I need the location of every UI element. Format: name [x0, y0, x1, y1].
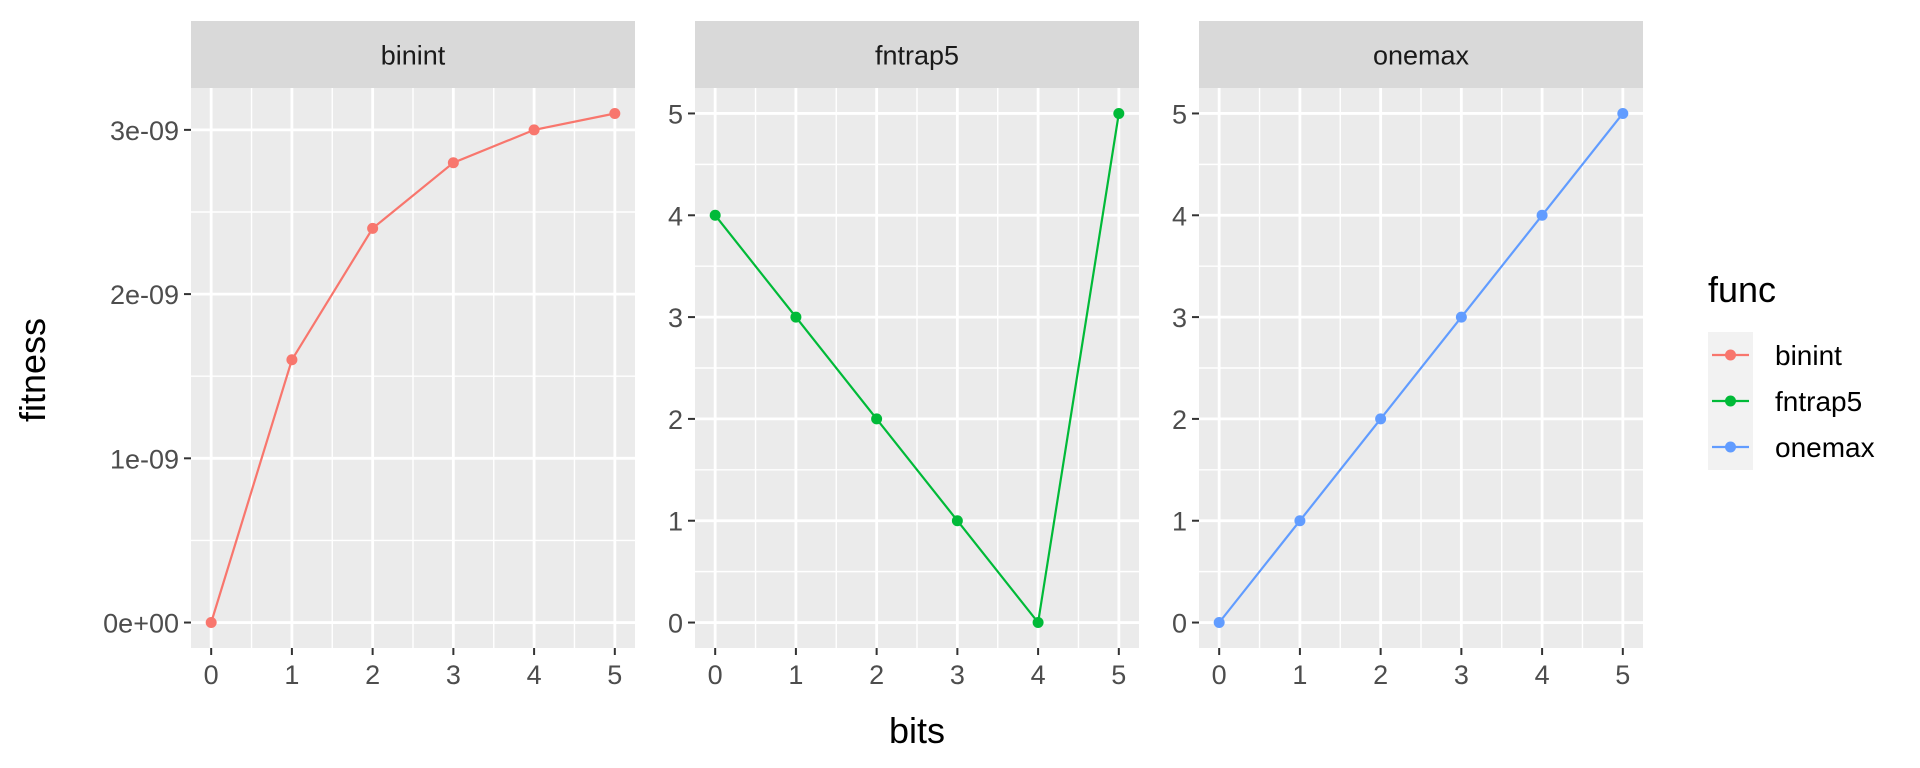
data-point-onemax — [1213, 617, 1225, 629]
data-point-fntrap5 — [709, 209, 721, 221]
y-tick-label: 3e-09 — [110, 116, 179, 146]
y-tick-label: 4 — [668, 201, 683, 231]
data-point-binint — [447, 157, 459, 169]
data-point-binint — [528, 124, 540, 136]
legend-label: onemax — [1775, 432, 1875, 463]
data-point-onemax — [1617, 107, 1629, 119]
legend-label: binint — [1775, 340, 1842, 371]
legend-entries: binint fntrap5 onemax — [1708, 332, 1875, 470]
x-tick-label: 1 — [284, 660, 299, 690]
data-point-onemax — [1294, 515, 1306, 527]
series-line-binint — [210, 112, 616, 623]
legend-label: fntrap5 — [1775, 386, 1862, 417]
legend-entry-onemax: onemax — [1712, 432, 1875, 463]
x-tick-label: 4 — [1535, 660, 1550, 690]
facet-strip-label: binint — [381, 41, 446, 71]
x-tick-label: 1 — [1292, 660, 1307, 690]
x-tick-label: 2 — [1373, 660, 1388, 690]
y-tick-label: 2 — [668, 405, 683, 435]
facet-onemax: onemax 0 1 2 3 4 5 0 1 2 3 4 5 — [1172, 21, 1643, 690]
facet-strip-background — [695, 21, 1139, 88]
y-tick-label: 0 — [668, 609, 683, 639]
x-axis-title: bits — [889, 710, 945, 751]
legend: func binint fntrap5 onemax — [1708, 269, 1875, 470]
x-tick-label: 0 — [204, 660, 219, 690]
y-tick-label: 0 — [1172, 609, 1187, 639]
data-point-fntrap5 — [871, 413, 883, 425]
series-line-fntrap5 — [714, 113, 1120, 626]
y-tick-label: 3 — [1172, 303, 1187, 333]
y-tick-label: 5 — [668, 99, 683, 129]
y-tick-label: 5 — [1172, 99, 1187, 129]
x-tick-label: 3 — [446, 660, 461, 690]
legend-title: func — [1708, 269, 1776, 310]
x-tick-label: 5 — [607, 660, 622, 690]
data-point-fntrap5 — [1032, 617, 1044, 629]
x-tick-label: 2 — [869, 660, 884, 690]
x-tick-label: 1 — [788, 660, 803, 690]
legend-key-point — [1725, 395, 1736, 407]
y-tick-label: 3 — [668, 303, 683, 333]
x-tick-label: 3 — [950, 660, 965, 690]
y-tick-label: 1 — [668, 507, 683, 537]
x-tick-label: 5 — [1615, 660, 1630, 690]
legend-entry-binint: binint — [1712, 340, 1842, 371]
data-point-binint — [609, 107, 621, 119]
data-point-binint — [286, 354, 298, 366]
facet-binint: binint 0 1 2 3 4 5 0e+00 1e-09 2e-09 3e-09 — [103, 21, 635, 690]
facet-fntrap5: fntrap5 0 1 2 3 4 5 0 1 2 3 4 5 — [668, 21, 1139, 690]
legend-entry-fntrap5: fntrap5 — [1712, 386, 1862, 417]
x-tick-label: 3 — [1454, 660, 1469, 690]
data-point-fntrap5 — [951, 515, 963, 527]
facet-panels: binint 0 1 2 3 4 5 0e+00 1e-09 2e-09 3e-09 fntrap5 0… — [103, 21, 1643, 690]
y-tick-label: 1 — [1172, 507, 1187, 537]
data-point-binint — [367, 222, 379, 234]
legend-key-point — [1725, 349, 1736, 361]
data-point-fntrap5 — [790, 311, 802, 323]
x-tick-label: 0 — [1212, 660, 1227, 690]
x-tick-label: 4 — [527, 660, 542, 690]
y-tick-label: 1e-09 — [110, 444, 179, 474]
data-point-binint — [205, 617, 217, 629]
y-tick-label: 0e+00 — [103, 609, 179, 639]
x-tick-label: 2 — [365, 660, 380, 690]
series-line-onemax — [1218, 112, 1624, 624]
facet-strip-label: onemax — [1373, 41, 1470, 71]
facet-strip-label: fntrap5 — [875, 41, 959, 71]
x-tick-label: 4 — [1031, 660, 1046, 690]
y-tick-label: 2e-09 — [110, 280, 179, 310]
x-tick-label: 0 — [708, 660, 723, 690]
data-point-onemax — [1536, 209, 1548, 221]
y-tick-label: 2 — [1172, 405, 1187, 435]
facet-strip-background — [191, 21, 635, 88]
x-tick-label: 5 — [1111, 660, 1126, 690]
facet-strip-background — [1199, 21, 1643, 88]
data-point-onemax — [1455, 311, 1467, 323]
y-tick-label: 4 — [1172, 201, 1187, 231]
legend-key-point — [1725, 441, 1736, 453]
data-point-onemax — [1375, 413, 1387, 425]
data-point-fntrap5 — [1113, 107, 1125, 119]
y-axis-title: fitness — [12, 318, 53, 422]
